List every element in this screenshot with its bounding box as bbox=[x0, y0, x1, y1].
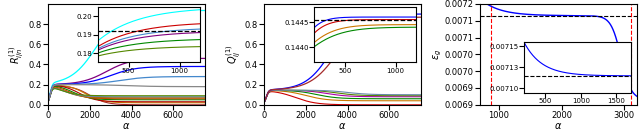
X-axis label: $\alpha$: $\alpha$ bbox=[554, 121, 563, 131]
X-axis label: $\alpha$: $\alpha$ bbox=[122, 121, 131, 131]
Y-axis label: $Q_{ij}^{(1)}$: $Q_{ij}^{(1)}$ bbox=[225, 45, 243, 64]
Y-axis label: $\varepsilon_g$: $\varepsilon_g$ bbox=[431, 49, 444, 60]
Y-axis label: $R_{i/n}^{(1)}$: $R_{i/n}^{(1)}$ bbox=[8, 45, 27, 64]
X-axis label: $\alpha$: $\alpha$ bbox=[339, 121, 346, 131]
